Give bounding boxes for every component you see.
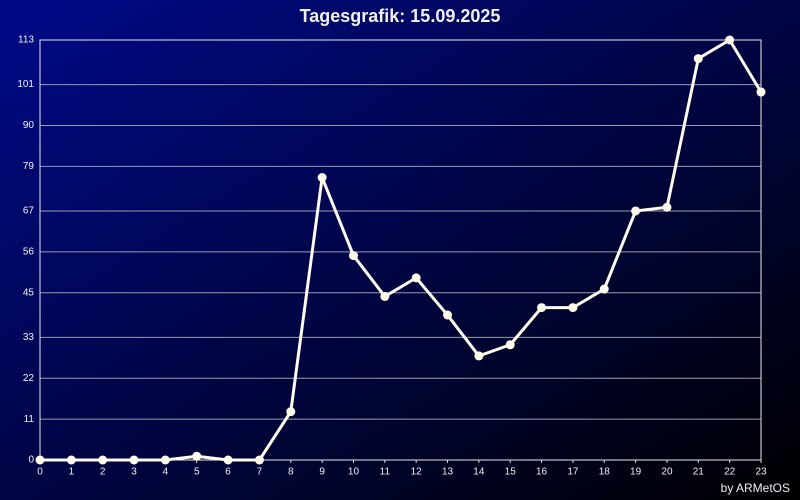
- x-tick-label: 3: [131, 467, 137, 478]
- data-point: [98, 455, 108, 465]
- y-tick-label: 0: [28, 455, 34, 466]
- data-point: [474, 351, 484, 361]
- y-tick-label: 11: [24, 414, 35, 425]
- y-tick-label: 90: [23, 120, 35, 131]
- y-tick-label: 79: [23, 161, 35, 172]
- data-point: [254, 455, 264, 465]
- x-tick-label: 13: [442, 467, 454, 478]
- plot-frame: [39, 39, 762, 461]
- y-tick-label: 45: [23, 287, 35, 298]
- credit: by ARMetOS: [721, 481, 790, 495]
- data-point: [348, 251, 358, 261]
- y-tick-label: 22: [23, 373, 35, 384]
- data-point: [66, 455, 76, 465]
- data-point: [411, 273, 421, 283]
- data-point: [599, 284, 609, 294]
- x-tick-label: 2: [100, 467, 106, 478]
- data-point: [756, 87, 766, 97]
- x-tick-label: 15: [505, 467, 517, 478]
- x-tick-label: 14: [473, 467, 485, 478]
- y-tick-label: 33: [23, 332, 35, 343]
- y-tick-label: 67: [23, 206, 35, 217]
- x-tick-label: 18: [599, 467, 611, 478]
- x-tick-label: 10: [348, 467, 360, 478]
- data-point: [129, 455, 139, 465]
- data-line: [40, 38, 763, 462]
- x-tick-label: 9: [319, 467, 325, 478]
- data-point: [443, 310, 453, 320]
- x-tick-label: 21: [693, 467, 705, 478]
- x-tick-label: 11: [380, 467, 391, 478]
- data-point: [317, 173, 327, 183]
- data-point: [725, 35, 735, 45]
- x-tick-label: 19: [630, 467, 642, 478]
- chart-title: Tagesgrafik: 15.09.2025: [300, 6, 501, 26]
- data-point: [286, 407, 296, 417]
- data-point: [160, 455, 170, 465]
- data-point: [693, 54, 703, 64]
- data-point: [380, 291, 390, 301]
- x-tick-label: 4: [163, 467, 169, 478]
- y-tick-label: 101: [17, 79, 34, 90]
- data-point: [662, 202, 672, 212]
- x-tick-label: 7: [257, 467, 263, 478]
- x-tick-label: 12: [411, 467, 423, 478]
- x-tick-label: 6: [225, 467, 231, 478]
- x-tick-label: 22: [724, 467, 736, 478]
- data-point: [505, 340, 515, 350]
- x-tick-label: 20: [661, 467, 673, 478]
- y-tick-label: 56: [23, 246, 35, 257]
- x-tick-label: 0: [37, 467, 43, 478]
- data-point: [568, 303, 578, 313]
- y-tick-label: 113: [18, 35, 34, 46]
- x-tick-label: 23: [755, 467, 767, 478]
- data-point: [631, 206, 641, 216]
- data-point: [35, 455, 45, 465]
- data-point: [537, 303, 547, 313]
- x-tick-label: 8: [288, 467, 294, 478]
- x-tick-label: 1: [69, 467, 75, 478]
- x-tick-label: 16: [536, 467, 548, 478]
- x-tick-label: 17: [567, 467, 579, 478]
- data-point: [223, 455, 233, 465]
- data-point: [192, 451, 202, 461]
- x-tick-label: 5: [194, 467, 200, 478]
